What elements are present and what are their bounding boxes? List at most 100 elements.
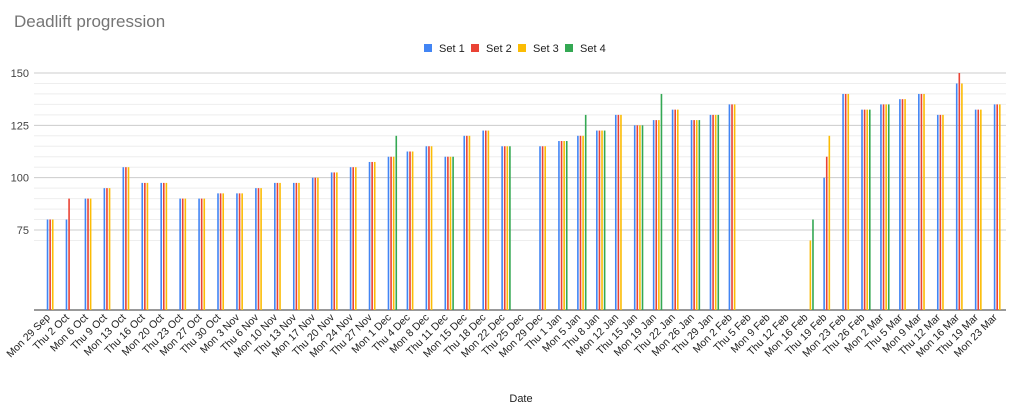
bar-set-4 bbox=[660, 93, 663, 310]
bar-set-2 bbox=[844, 93, 847, 310]
bar-set-1 bbox=[709, 114, 712, 310]
bar-set-2 bbox=[106, 188, 108, 310]
bar-set-3 bbox=[942, 114, 944, 310]
bar-set-3 bbox=[317, 177, 319, 310]
bar-set-2 bbox=[428, 146, 430, 310]
bar-set-2 bbox=[314, 177, 317, 310]
bar-set-2 bbox=[503, 146, 506, 310]
bar-set-1 bbox=[899, 99, 901, 311]
bar-set-1 bbox=[993, 104, 996, 311]
bar-set-1 bbox=[577, 135, 579, 310]
y-tick-label: 125 bbox=[11, 120, 29, 132]
legend-swatch bbox=[424, 44, 432, 52]
bar-set-1 bbox=[65, 219, 68, 310]
bar-set-3 bbox=[430, 146, 433, 310]
bar-set-3 bbox=[695, 120, 698, 310]
bar-set-1 bbox=[652, 120, 655, 310]
bar-set-1 bbox=[728, 104, 731, 311]
bar-set-3 bbox=[582, 135, 584, 310]
bar-set-2 bbox=[371, 161, 373, 310]
bar-set-1 bbox=[160, 182, 162, 310]
legend-label: Set 2 bbox=[486, 43, 512, 55]
bar-set-4 bbox=[717, 114, 720, 310]
bar-set-1 bbox=[84, 198, 87, 310]
bar-set-4 bbox=[584, 114, 587, 310]
bar-set-2 bbox=[352, 167, 354, 310]
bar-set-3 bbox=[733, 104, 736, 311]
bar-set-3 bbox=[506, 146, 509, 310]
bar-set-3 bbox=[676, 109, 679, 310]
legend-swatch bbox=[518, 44, 526, 52]
bar-set-4 bbox=[395, 135, 398, 310]
bar-set-3 bbox=[373, 161, 376, 310]
bar-set-3 bbox=[620, 114, 622, 310]
bar-set-3 bbox=[828, 135, 831, 310]
bar-set-4 bbox=[452, 156, 454, 310]
bar-set-1 bbox=[330, 172, 333, 310]
legend-label: Set 3 bbox=[533, 43, 559, 55]
bar-set-2 bbox=[863, 109, 866, 310]
bar-set-4 bbox=[812, 219, 814, 310]
bar-set-1 bbox=[880, 104, 882, 311]
bars bbox=[46, 73, 1001, 311]
bar-set-3 bbox=[809, 240, 812, 310]
bar-set-2 bbox=[466, 135, 468, 310]
bar-set-1 bbox=[255, 188, 257, 310]
bar-set-2 bbox=[409, 151, 411, 310]
bar-set-1 bbox=[633, 125, 636, 310]
legend-label: Set 4 bbox=[580, 43, 606, 55]
bar-set-3 bbox=[411, 151, 414, 310]
y-tick-label: 150 bbox=[11, 68, 29, 80]
bar-set-3 bbox=[184, 198, 187, 310]
bar-set-1 bbox=[918, 93, 920, 310]
bar-set-1 bbox=[387, 156, 390, 310]
bar-set-2 bbox=[939, 114, 942, 310]
bar-set-3 bbox=[336, 172, 338, 310]
bar-set-3 bbox=[146, 182, 149, 310]
bar-set-3 bbox=[487, 130, 490, 310]
bar-set-2 bbox=[996, 104, 998, 311]
bar-set-1 bbox=[274, 182, 276, 310]
bar-set-1 bbox=[444, 156, 447, 310]
x-axis-title: Date bbox=[509, 393, 532, 405]
bar-set-2 bbox=[181, 198, 184, 310]
bar-set-2 bbox=[447, 156, 449, 310]
bar-set-2 bbox=[390, 156, 392, 310]
bar-set-3 bbox=[279, 182, 281, 310]
bar-set-3 bbox=[904, 99, 906, 311]
bar-set-2 bbox=[541, 146, 544, 310]
bar-set-1 bbox=[955, 83, 958, 310]
bar-set-3 bbox=[298, 182, 300, 310]
bar-set-1 bbox=[842, 93, 844, 310]
bar-set-1 bbox=[690, 120, 693, 310]
bar-set-2 bbox=[958, 73, 961, 310]
bar-set-2 bbox=[731, 104, 733, 311]
bar-set-3 bbox=[961, 83, 963, 310]
bar-set-2 bbox=[579, 135, 582, 310]
bar-set-1 bbox=[179, 198, 181, 310]
legend-label: Set 1 bbox=[439, 43, 465, 55]
bar-set-3 bbox=[847, 93, 850, 310]
bar-set-1 bbox=[292, 182, 295, 310]
bar-set-1 bbox=[823, 177, 825, 310]
bar-set-3 bbox=[203, 198, 206, 310]
bar-set-2 bbox=[655, 120, 658, 310]
bar-set-1 bbox=[974, 109, 977, 310]
bar-set-2 bbox=[200, 198, 203, 310]
bar-set-2 bbox=[144, 182, 146, 310]
bar-set-1 bbox=[122, 167, 125, 310]
bar-set-1 bbox=[539, 146, 541, 310]
bar-set-1 bbox=[614, 114, 617, 310]
bar-set-3 bbox=[354, 167, 357, 310]
bar-set-2 bbox=[617, 114, 620, 310]
bar-set-1 bbox=[482, 130, 484, 310]
bar-set-3 bbox=[658, 120, 660, 310]
bar-set-3 bbox=[449, 156, 452, 310]
y-tick-label: 100 bbox=[11, 173, 29, 185]
bar-set-3 bbox=[222, 193, 225, 310]
y-tick-label: 75 bbox=[17, 225, 29, 237]
bar-set-4 bbox=[509, 146, 511, 310]
bar-set-2 bbox=[882, 104, 885, 311]
